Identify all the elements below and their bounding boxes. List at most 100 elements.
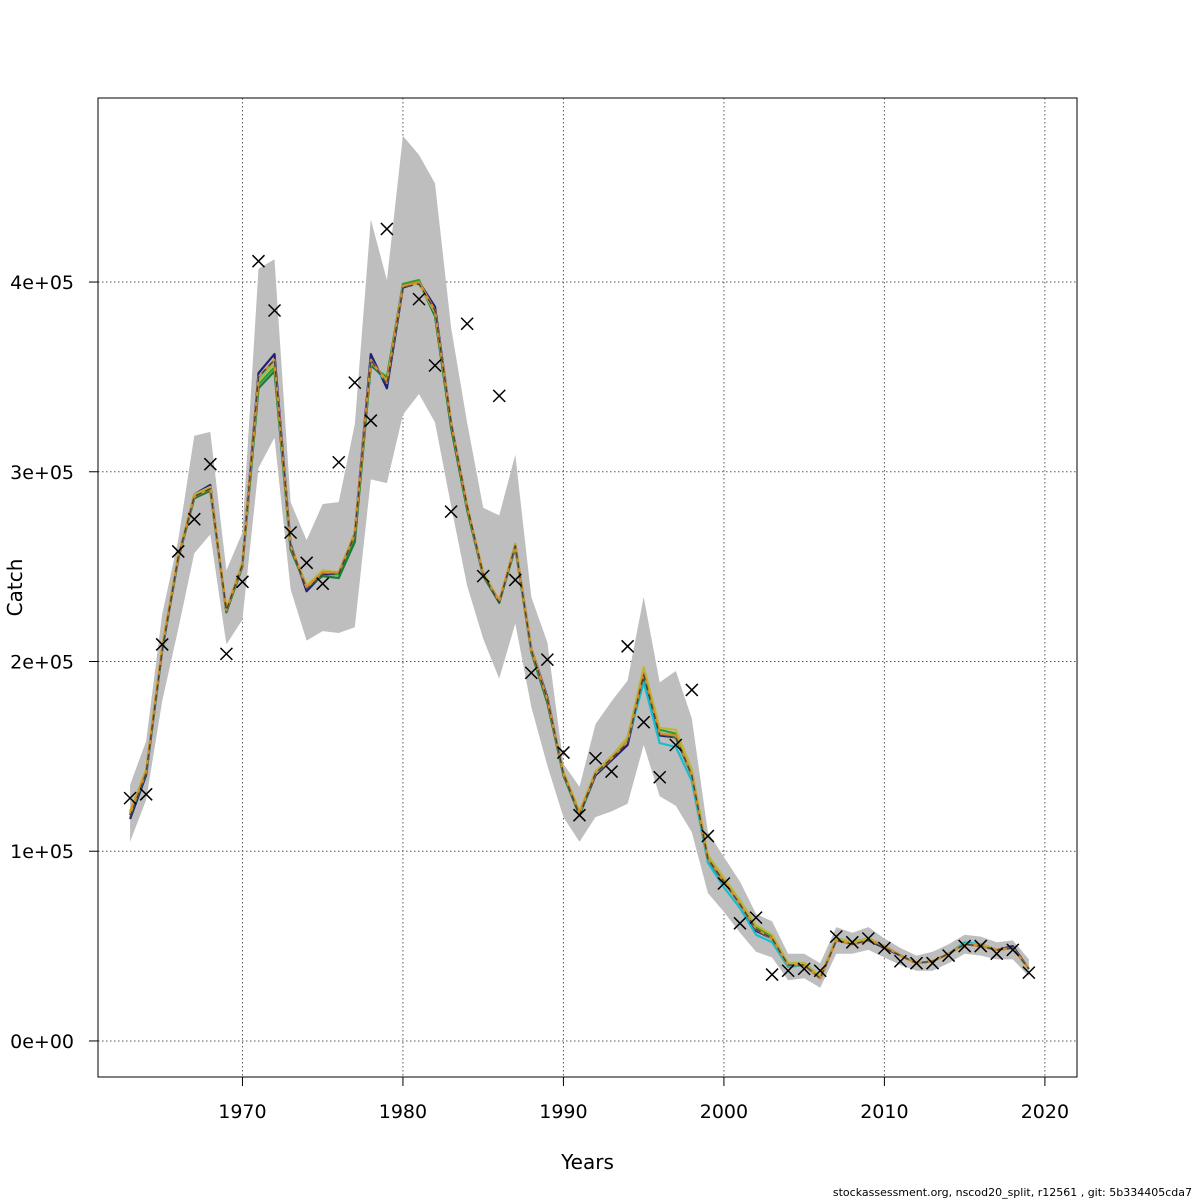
y-tick-label: 3e+05 — [10, 462, 74, 484]
observed-point — [733, 916, 747, 930]
y-tick-label: 2e+05 — [10, 651, 74, 673]
observed-point — [139, 787, 153, 801]
x-tick-label: 1970 — [218, 1101, 266, 1123]
footer-credit: stockassessment.org, nscod20_split, r125… — [833, 1186, 1192, 1199]
observed-point — [251, 254, 266, 268]
observed-point-stroke — [733, 916, 747, 930]
observed-point-stroke — [155, 637, 169, 651]
observed-point — [588, 751, 603, 765]
observed-point — [171, 544, 185, 558]
observed-point-stroke — [588, 751, 603, 765]
observed-point — [428, 358, 442, 373]
observed-point-stroke — [669, 738, 683, 752]
observed-point-stroke — [765, 968, 779, 982]
y-tick-label: 1e+05 — [10, 841, 74, 863]
observed-point-stroke — [364, 414, 378, 428]
observed-point — [781, 964, 795, 978]
observed-point — [460, 317, 474, 331]
observed-point — [155, 637, 169, 651]
observed-point — [797, 962, 811, 976]
y-tick-label: 0e+00 — [10, 1031, 74, 1053]
observed-point — [958, 939, 972, 953]
observed-point-stroke — [203, 457, 217, 471]
observed-point-stroke — [284, 525, 298, 540]
observed-point — [540, 653, 554, 667]
observed-point-stroke — [845, 935, 859, 949]
observed-point-stroke — [621, 639, 635, 653]
observed-point-stroke — [1006, 943, 1020, 957]
observed-point-stroke — [235, 575, 249, 589]
observed-point — [605, 765, 619, 779]
observed-point — [685, 683, 699, 697]
observed-point — [1022, 966, 1036, 980]
observed-point-stroke — [958, 939, 972, 953]
observed-point — [829, 930, 843, 944]
observed-point-stroke — [540, 653, 554, 667]
observed-point — [412, 292, 426, 306]
y-axis: 0e+00 1e+05 2e+05 3e+05 4e+05 — [10, 272, 99, 1053]
observed-point — [926, 956, 940, 970]
observed-point-stroke — [829, 930, 843, 944]
observed-point-stroke — [476, 569, 490, 583]
observed-point — [990, 947, 1004, 961]
observed-point — [621, 639, 635, 653]
observed-point-stroke — [813, 964, 827, 978]
observed-point-stroke — [556, 746, 570, 760]
observed-point-stroke — [893, 954, 907, 968]
observed-point-stroke — [653, 770, 667, 784]
observed-point-stroke — [492, 389, 506, 403]
observed-point — [942, 949, 956, 963]
observed-point — [476, 569, 490, 583]
observed-point-stroke — [990, 947, 1004, 961]
x-tick-label: 1980 — [379, 1101, 427, 1123]
observed-point-stroke — [797, 962, 811, 976]
observed-point — [572, 808, 587, 822]
observed-point — [701, 829, 715, 843]
observed-point — [556, 746, 570, 760]
observed-point-stroke — [332, 455, 346, 469]
observed-point — [348, 376, 362, 390]
observed-point — [203, 457, 217, 471]
observed-point-stroke — [300, 556, 314, 570]
observed-point — [845, 935, 859, 949]
observed-point-stroke — [171, 544, 185, 558]
observed-point — [444, 505, 458, 519]
observed-point-stroke — [444, 505, 458, 519]
observed-point-stroke — [123, 791, 137, 805]
observed-point — [219, 647, 233, 661]
observed-point-stroke — [861, 931, 875, 946]
observed-point-stroke — [380, 222, 394, 236]
observed-points-layer — [123, 222, 1036, 982]
observed-point-stroke — [348, 376, 362, 390]
confidence-band — [130, 135, 1029, 988]
x-tick-label: 2020 — [1021, 1101, 1069, 1123]
observed-point — [364, 414, 378, 428]
observed-point — [300, 556, 314, 570]
observed-point-stroke — [139, 787, 153, 801]
observed-point-stroke — [685, 683, 699, 697]
observed-point — [669, 738, 683, 752]
observed-point-stroke — [219, 647, 233, 661]
observed-point-stroke — [268, 303, 282, 318]
observed-point — [508, 573, 522, 587]
observed-point-stroke — [508, 573, 522, 587]
x-tick-label: 2000 — [700, 1101, 748, 1123]
observed-point — [813, 964, 827, 978]
observed-point-stroke — [428, 358, 442, 373]
observed-point — [332, 455, 346, 469]
observed-point-stroke — [572, 808, 587, 822]
observed-point — [380, 222, 394, 236]
observed-point-stroke — [1022, 966, 1036, 980]
observed-point — [637, 715, 651, 729]
observed-point-stroke — [251, 254, 266, 268]
observed-point — [909, 956, 924, 970]
observed-point — [861, 931, 875, 946]
observed-point — [268, 303, 282, 318]
observed-point-stroke — [187, 512, 201, 526]
observed-point — [653, 770, 667, 784]
observed-point — [749, 911, 763, 925]
observed-point — [893, 954, 907, 968]
observed-point — [492, 389, 506, 403]
